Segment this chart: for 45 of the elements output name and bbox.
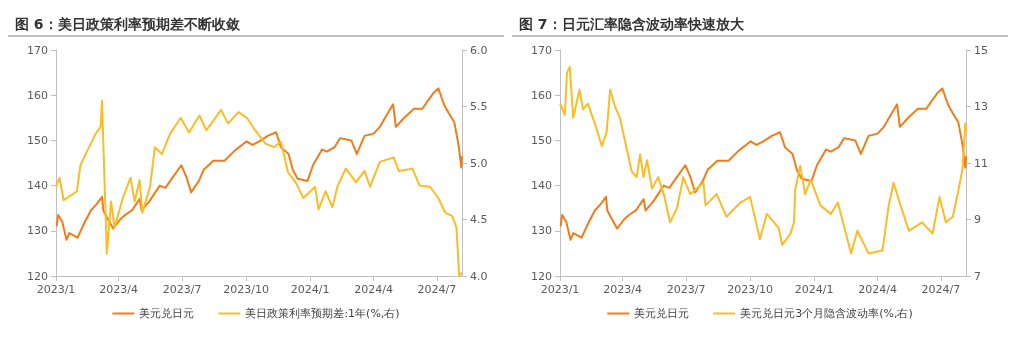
chart-title: 图 6：美日政策利率预期差不断收敛 [15,16,241,32]
y-tick-label: 150 [27,133,48,147]
y2-tick-label: 6.0 [470,43,488,57]
x-tick-label: 2023/1 [36,283,76,296]
legend-label: 美元兑日元3个月隐含波动率(%,右) [740,307,913,320]
x-tick-label: 2023/4 [99,283,139,296]
x-tick-label: 2023/10 [223,283,269,296]
y-tick-label: 150 [531,133,552,147]
y2-tick-label: 5.0 [470,156,488,170]
line-series [559,87,967,241]
x-tick-label: 2024/4 [354,283,393,296]
y-tick-label: 160 [531,88,552,102]
y2-tick-label: 9 [974,213,981,226]
x-tick-label: 2023/1 [540,283,580,296]
x-tick-label: 2024/1 [290,283,330,296]
x-tick-label: 2023/10 [727,283,773,296]
y2-tick-label: 4.0 [470,269,488,283]
y-tick-label: 140 [27,179,48,193]
x-tick-label: 2024/1 [794,283,834,296]
y2-tick-label: 13 [974,100,988,113]
x-tick-label: 2023/4 [603,283,643,296]
y2-tick-label: 4.5 [470,213,488,226]
y-tick-label: 120 [27,269,48,283]
y2-tick-label: 5.5 [470,100,488,113]
legend-label: 美日政策利率预期差:1年(%,右) [245,307,400,320]
legend-label: 美元兑日元 [139,307,195,320]
chart-title: 图 7：日元汇率隐含波动率快速放大 [519,16,745,32]
legend-label: 美元兑日元 [634,307,690,320]
x-tick-label: 2023/7 [162,283,202,296]
y2-tick-label: 7 [974,269,981,283]
y2-tick-label: 15 [974,43,988,57]
y-tick-label: 120 [531,269,552,283]
x-tick-label: 2023/7 [666,283,706,296]
y-tick-label: 170 [27,43,48,57]
y2-tick-label: 11 [974,156,988,170]
x-tick-label: 2024/7 [921,283,961,296]
y-tick-label: 170 [531,43,552,57]
y-tick-label: 130 [27,224,48,238]
x-tick-label: 2024/7 [417,283,457,296]
line-series [559,65,967,255]
x-tick-label: 2024/4 [858,283,897,296]
y-tick-label: 160 [27,88,48,102]
line-series [55,87,463,241]
y-tick-label: 140 [531,179,552,193]
y-tick-label: 130 [531,224,552,238]
